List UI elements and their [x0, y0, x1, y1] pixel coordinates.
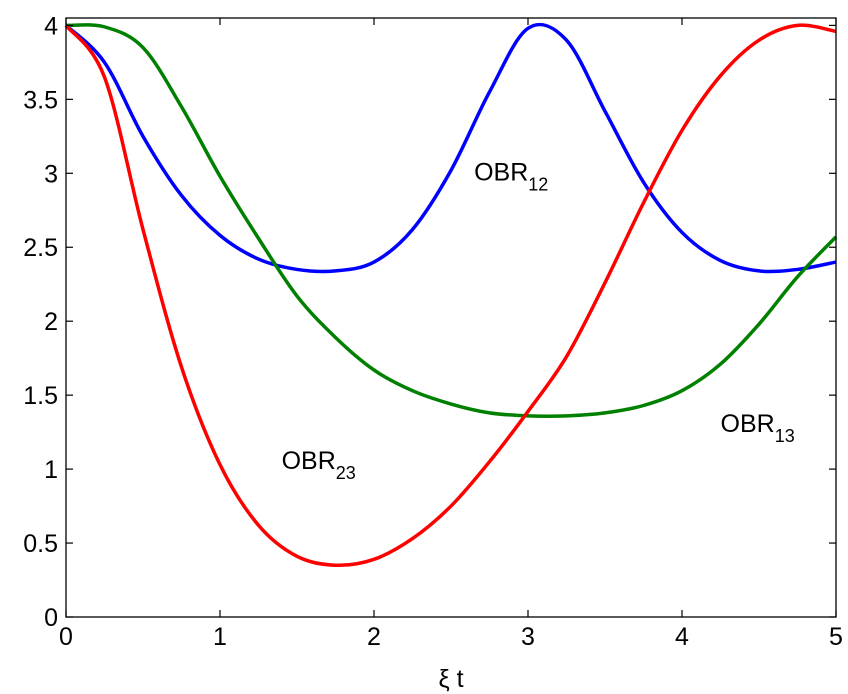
axis-ticks: 0 1 2 3 4 5 0 0.5 1 1.5 2 2.5 3 3.5 4: [23, 12, 843, 651]
series-annotation-obr13: OBR13: [721, 410, 795, 446]
y-tick-label: 0: [44, 604, 58, 632]
series-lines: [64, 22, 838, 568]
plot-area-frame: [65, 17, 837, 618]
y-tick-label: 1.5: [23, 382, 58, 410]
series-line-obr-13: [65, 23, 838, 418]
x-tick-label: 5: [829, 623, 843, 651]
series-annotations: OBR12 OBR13 OBR23: [282, 159, 795, 483]
x-tick-label: 2: [367, 623, 381, 651]
y-tick-label: 3.5: [23, 86, 58, 114]
x-tick-label: 3: [521, 623, 535, 651]
series-line-obr-12: [64, 22, 837, 274]
y-tick-label: 2.5: [23, 234, 58, 262]
series-annotation-obr12: OBR12: [474, 159, 548, 195]
series-line-obr-23: [64, 23, 837, 568]
x-tick-label: 1: [213, 623, 227, 651]
x-tick-label: 4: [675, 623, 689, 651]
series-annotation-obr23: OBR23: [282, 447, 356, 483]
y-tick-label: 1: [44, 456, 58, 484]
y-tick-label: 4: [44, 12, 58, 40]
y-tick-label: 3: [44, 160, 58, 188]
x-tick-label: 0: [59, 623, 73, 651]
y-tick-label: 0.5: [23, 530, 58, 558]
y-tick-label: 2: [44, 308, 58, 336]
x-axis-label: ξ t: [438, 665, 463, 693]
